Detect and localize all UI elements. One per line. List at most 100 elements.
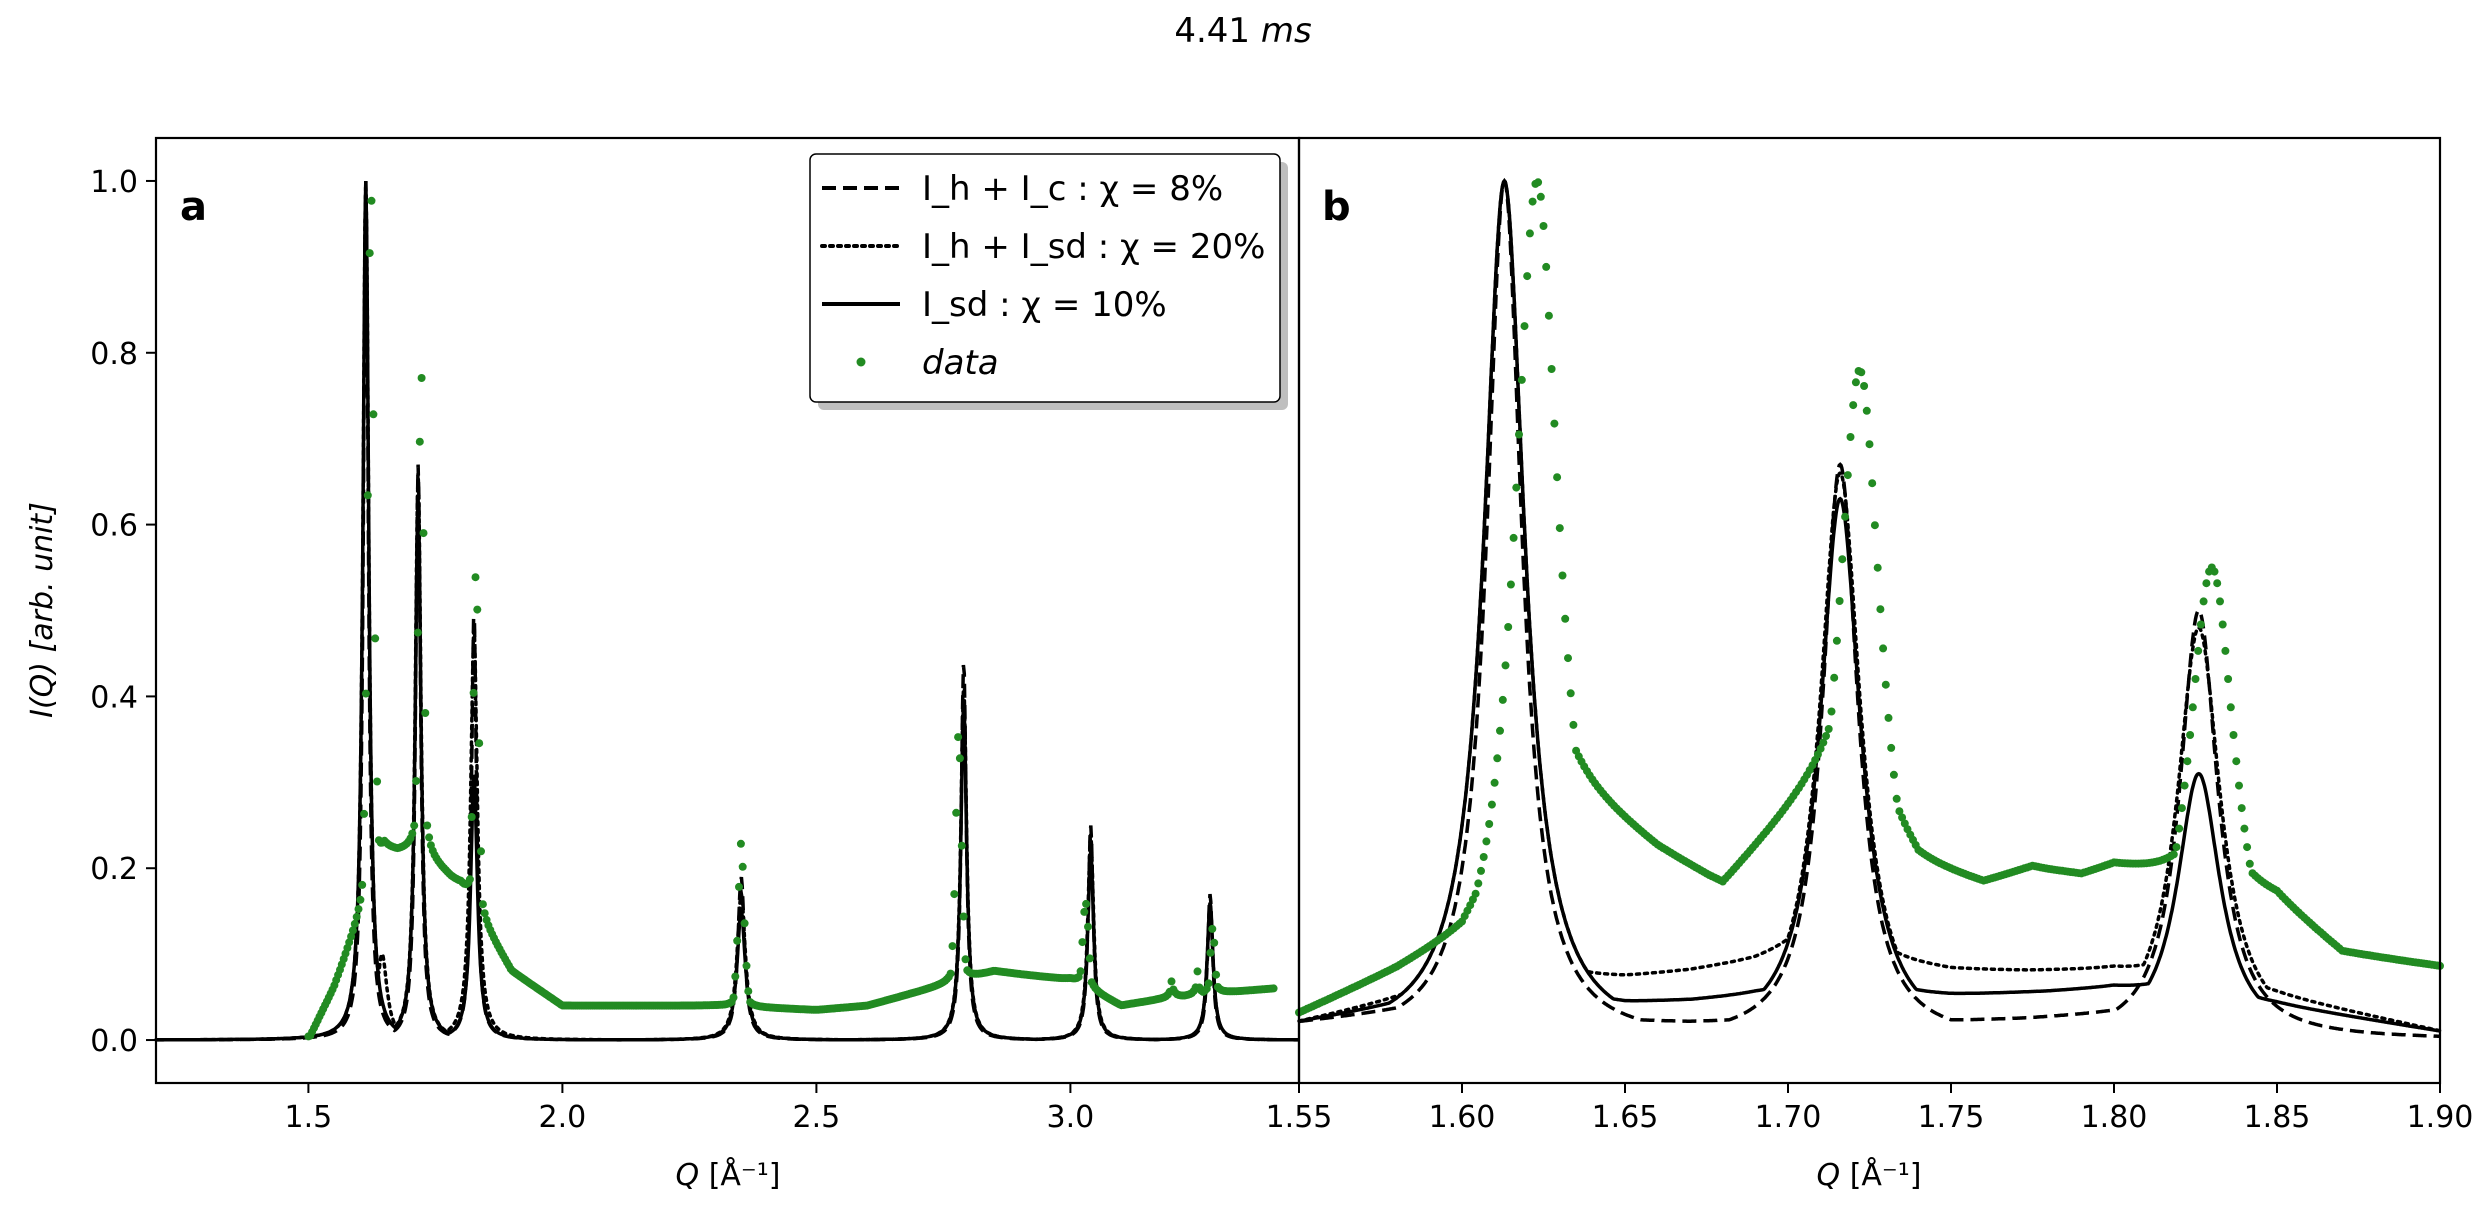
data-point [1862, 406, 1871, 415]
data-point [1210, 938, 1219, 947]
data-point [1841, 512, 1850, 521]
data-point [1084, 922, 1092, 931]
data-point [1835, 597, 1844, 605]
xtick-label: 1.75 [1918, 1100, 1985, 1135]
series-data-markers [304, 196, 1278, 1041]
data-point [469, 688, 478, 697]
data-point [957, 841, 966, 850]
data-point [2213, 579, 2222, 588]
xtick-label: 1.85 [2244, 1100, 2311, 1135]
data-point [2177, 804, 2186, 813]
data-point [2186, 731, 2195, 739]
data-point [1078, 938, 1087, 947]
data-point [1873, 563, 1882, 572]
data-point [1506, 580, 1515, 589]
figure-title-unit: ms [1261, 11, 1312, 51]
data-point [2191, 675, 2200, 683]
data-point [1830, 673, 1839, 682]
data-point [1851, 378, 1860, 387]
data-point [475, 739, 484, 748]
data-point [465, 875, 474, 884]
data-point [1493, 754, 1502, 763]
legend-label-data: data [922, 343, 999, 383]
data-point [1566, 689, 1575, 698]
data-point [473, 605, 482, 614]
data-point [2210, 567, 2219, 576]
data-point [417, 374, 426, 382]
data-point [2218, 620, 2227, 629]
data-point [736, 839, 745, 848]
data-point [946, 969, 955, 978]
data-point [744, 987, 753, 996]
data-point [1881, 680, 1890, 689]
data-point [1206, 948, 1215, 957]
data-point [1843, 471, 1852, 480]
data-point [1498, 695, 1507, 704]
ytick-label: 0.2 [90, 852, 138, 887]
data-point [740, 919, 749, 928]
ytick-label: 0.6 [90, 509, 138, 544]
xtick-label: 1.70 [1755, 1100, 1822, 1135]
data-point [1553, 473, 1562, 482]
data-point [2183, 757, 2192, 766]
data-point [350, 919, 359, 928]
panel-b-xlabel: Q [Å⁻¹] [1817, 1157, 1922, 1193]
data-point [1477, 866, 1485, 875]
data-point [2237, 804, 2246, 813]
data-point [950, 890, 959, 899]
data-point [1561, 614, 1570, 623]
data-point [2245, 859, 2254, 868]
data-point [955, 754, 964, 763]
data-point [358, 880, 367, 889]
data-point [1849, 401, 1858, 410]
data-point [415, 437, 424, 446]
xtick-label: 1.5 [285, 1100, 333, 1135]
series-line-ih-ic [1298, 177, 2440, 1038]
data-point [1520, 322, 1529, 331]
data-point [410, 821, 419, 830]
data-point [1082, 899, 1091, 908]
data-point [1846, 433, 1855, 441]
data-point [478, 900, 487, 909]
series-line-isd [1298, 178, 2441, 1033]
data-point [1204, 979, 1213, 988]
data-point [413, 628, 422, 637]
data-point [742, 961, 751, 970]
data-point [348, 926, 357, 935]
xtick-label: 1.60 [1429, 1100, 1496, 1135]
data-point [1555, 524, 1564, 533]
series-line-isd [156, 180, 1299, 1042]
data-point [2180, 781, 2189, 790]
data-point [2188, 703, 2197, 712]
data-point [2175, 824, 2184, 833]
data-point [367, 196, 376, 205]
ytick-label: 0.0 [90, 1024, 138, 1059]
data-point [1485, 820, 1494, 828]
data-point [347, 932, 356, 941]
data-point [1895, 807, 1904, 816]
data-point [361, 689, 370, 698]
data-point [2196, 620, 2205, 629]
data-point [1509, 533, 1518, 542]
data-point [1889, 770, 1898, 779]
data-point [1534, 178, 1543, 187]
data-point [2216, 597, 2224, 606]
data-point [2169, 850, 2178, 859]
data-point [2240, 824, 2249, 833]
data-point [1479, 853, 1488, 861]
data-point [2221, 646, 2230, 655]
data-point [1832, 636, 1841, 645]
data-point [1193, 967, 1202, 976]
data-point [363, 491, 372, 500]
legend: I_h + I_c : χ = 8% I_h + I_sd : χ = 20% … [809, 153, 1288, 410]
figure-title: 4.41 ms [1174, 11, 1311, 51]
data-point [1892, 794, 1901, 803]
data-point [952, 808, 961, 817]
xtick-label: 2.5 [793, 1100, 841, 1135]
data-point [1269, 984, 1278, 993]
legend-label-ih-ic: I_h + I_c : χ = 8% [922, 169, 1223, 209]
data-point [1515, 430, 1523, 439]
data-point [1482, 837, 1491, 846]
data-point [1547, 365, 1556, 373]
data-point [356, 895, 365, 904]
